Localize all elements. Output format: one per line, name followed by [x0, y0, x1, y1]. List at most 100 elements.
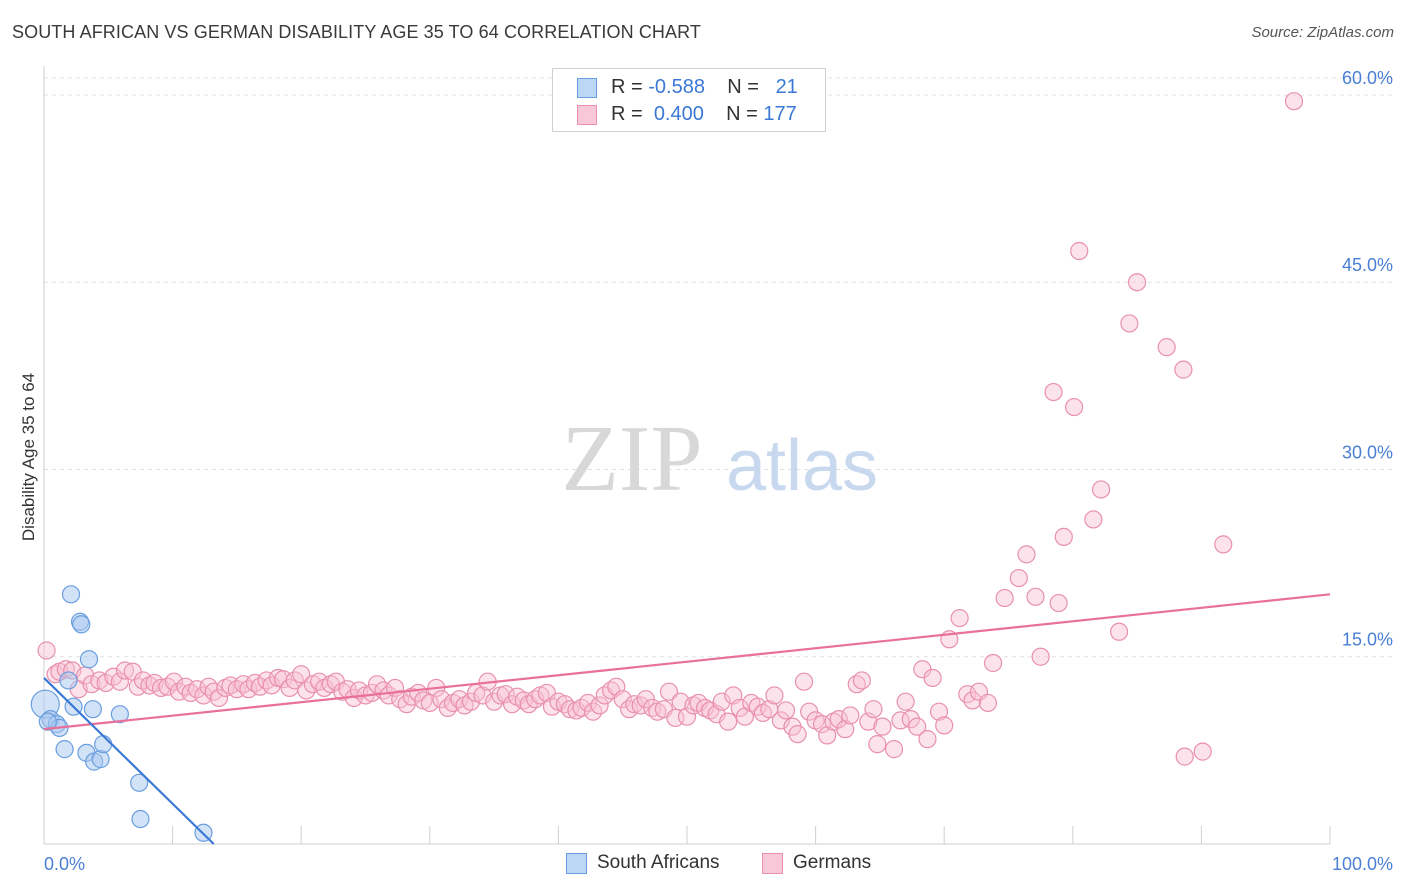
germans-point [590, 696, 609, 715]
bottom-swatch-germans [762, 853, 783, 874]
germans-point [929, 702, 949, 721]
germans-point [1049, 593, 1068, 613]
germans-point [659, 682, 679, 701]
germans-point [1064, 397, 1084, 417]
y-tick-label: 45.0% [1342, 255, 1393, 275]
germans-point [496, 685, 515, 704]
y-tick-label: 60.0% [1342, 68, 1393, 88]
germans-point [625, 695, 644, 714]
germans-point [1091, 480, 1111, 499]
germans-point [1174, 360, 1193, 379]
legend-text-germans: R = 0.400 N = 177 [611, 102, 797, 125]
south-africans-point [91, 750, 110, 769]
x-tick-labels: 0.0% 100.0% [44, 854, 1393, 874]
bottom-label-germans: Germans [793, 852, 872, 873]
germans-point [719, 712, 738, 731]
watermark-atlas: atlas [726, 426, 878, 506]
germans-point [115, 661, 135, 680]
x-tick-label: 100.0% [1332, 854, 1393, 874]
germans-point [1084, 510, 1103, 529]
germans-point [578, 693, 598, 713]
y-tick-label: 30.0% [1342, 442, 1393, 462]
germans-point [379, 686, 398, 705]
germans-point [420, 693, 439, 713]
germans-point [1109, 622, 1129, 641]
germans-point [1120, 314, 1139, 333]
correlation-legend: R = -0.588 N = 21 R = 0.400 N = 177 [552, 68, 826, 132]
germans-point [292, 665, 311, 684]
germans-point [620, 700, 639, 719]
south-africans-point [59, 671, 78, 690]
germans-point [473, 686, 492, 705]
germans-trend-line [43, 593, 1331, 731]
germans-point [1044, 382, 1063, 402]
legend-swatch-south-africans [577, 78, 597, 98]
germans-point [771, 711, 790, 730]
germans-point [1031, 647, 1050, 666]
legend-swatch-germans [577, 105, 597, 125]
germans-point [836, 720, 855, 739]
germans-point [884, 740, 904, 759]
germans-point [918, 730, 937, 749]
watermark-zip: ZIP [562, 407, 703, 511]
source-label: Source: ZipAtlas.com [1251, 24, 1394, 41]
germans-point [788, 725, 807, 744]
germans-point [110, 672, 129, 691]
germans-point [950, 608, 969, 628]
germans-point [923, 668, 942, 688]
germans-point [613, 690, 632, 709]
germans-point [812, 715, 832, 734]
germans-point [841, 706, 860, 725]
germans-point [983, 653, 1003, 673]
germans-point [1284, 92, 1304, 111]
germans-point [1017, 545, 1036, 564]
south-africans-point [131, 809, 150, 829]
germans-point [852, 671, 871, 690]
germans-point [730, 698, 749, 718]
germans-point [461, 692, 481, 711]
germans-point [1009, 568, 1028, 588]
south-africans-point [61, 585, 81, 604]
germans-point [935, 716, 954, 735]
germans-point [1214, 535, 1233, 554]
germans-point [666, 708, 685, 728]
y-tick-labels: 15.0% 30.0% 45.0% 60.0% [1342, 68, 1393, 650]
germans-point [829, 710, 848, 729]
germans-point [864, 700, 883, 719]
germans-point [1175, 747, 1194, 766]
axes [43, 66, 1331, 845]
germans-point [560, 700, 580, 719]
south-africans-point [79, 650, 99, 669]
germans-point [262, 676, 281, 695]
y-axis-label: Disability Age 35 to 64 [19, 373, 38, 541]
germans-point [677, 707, 697, 726]
south-africans-point [83, 700, 102, 719]
germans-point [776, 701, 796, 720]
germans-point [1054, 527, 1073, 546]
germans-point [1127, 273, 1147, 292]
germans-point [1026, 587, 1045, 606]
south-africans-point [130, 773, 149, 792]
germans-point [901, 710, 920, 729]
germans-point [765, 686, 784, 705]
germans-point [794, 672, 814, 691]
chart-title: SOUTH AFRICAN VS GERMAN DISABILITY AGE 3… [12, 22, 702, 42]
south-africans-point [110, 705, 129, 724]
south-africans-trend-line [43, 677, 215, 845]
watermark: ZIP atlas [562, 407, 879, 511]
germans-point [1193, 742, 1212, 761]
x-tick-label: 0.0% [44, 854, 85, 874]
germans-point [209, 688, 228, 708]
south-africans-point [55, 740, 74, 759]
germans-point [873, 717, 892, 736]
germans-point [194, 686, 213, 705]
germans-point [868, 735, 887, 754]
germans-point [1070, 241, 1089, 261]
germans-point [978, 693, 998, 713]
germans-point [1157, 338, 1176, 357]
germans-point [712, 692, 731, 711]
bottom-swatch-south-africans [566, 853, 587, 874]
bottom-label-south-africans: South Africans [597, 852, 720, 873]
legend-text-south-africans: R = -0.588 N = 21 [611, 75, 798, 98]
